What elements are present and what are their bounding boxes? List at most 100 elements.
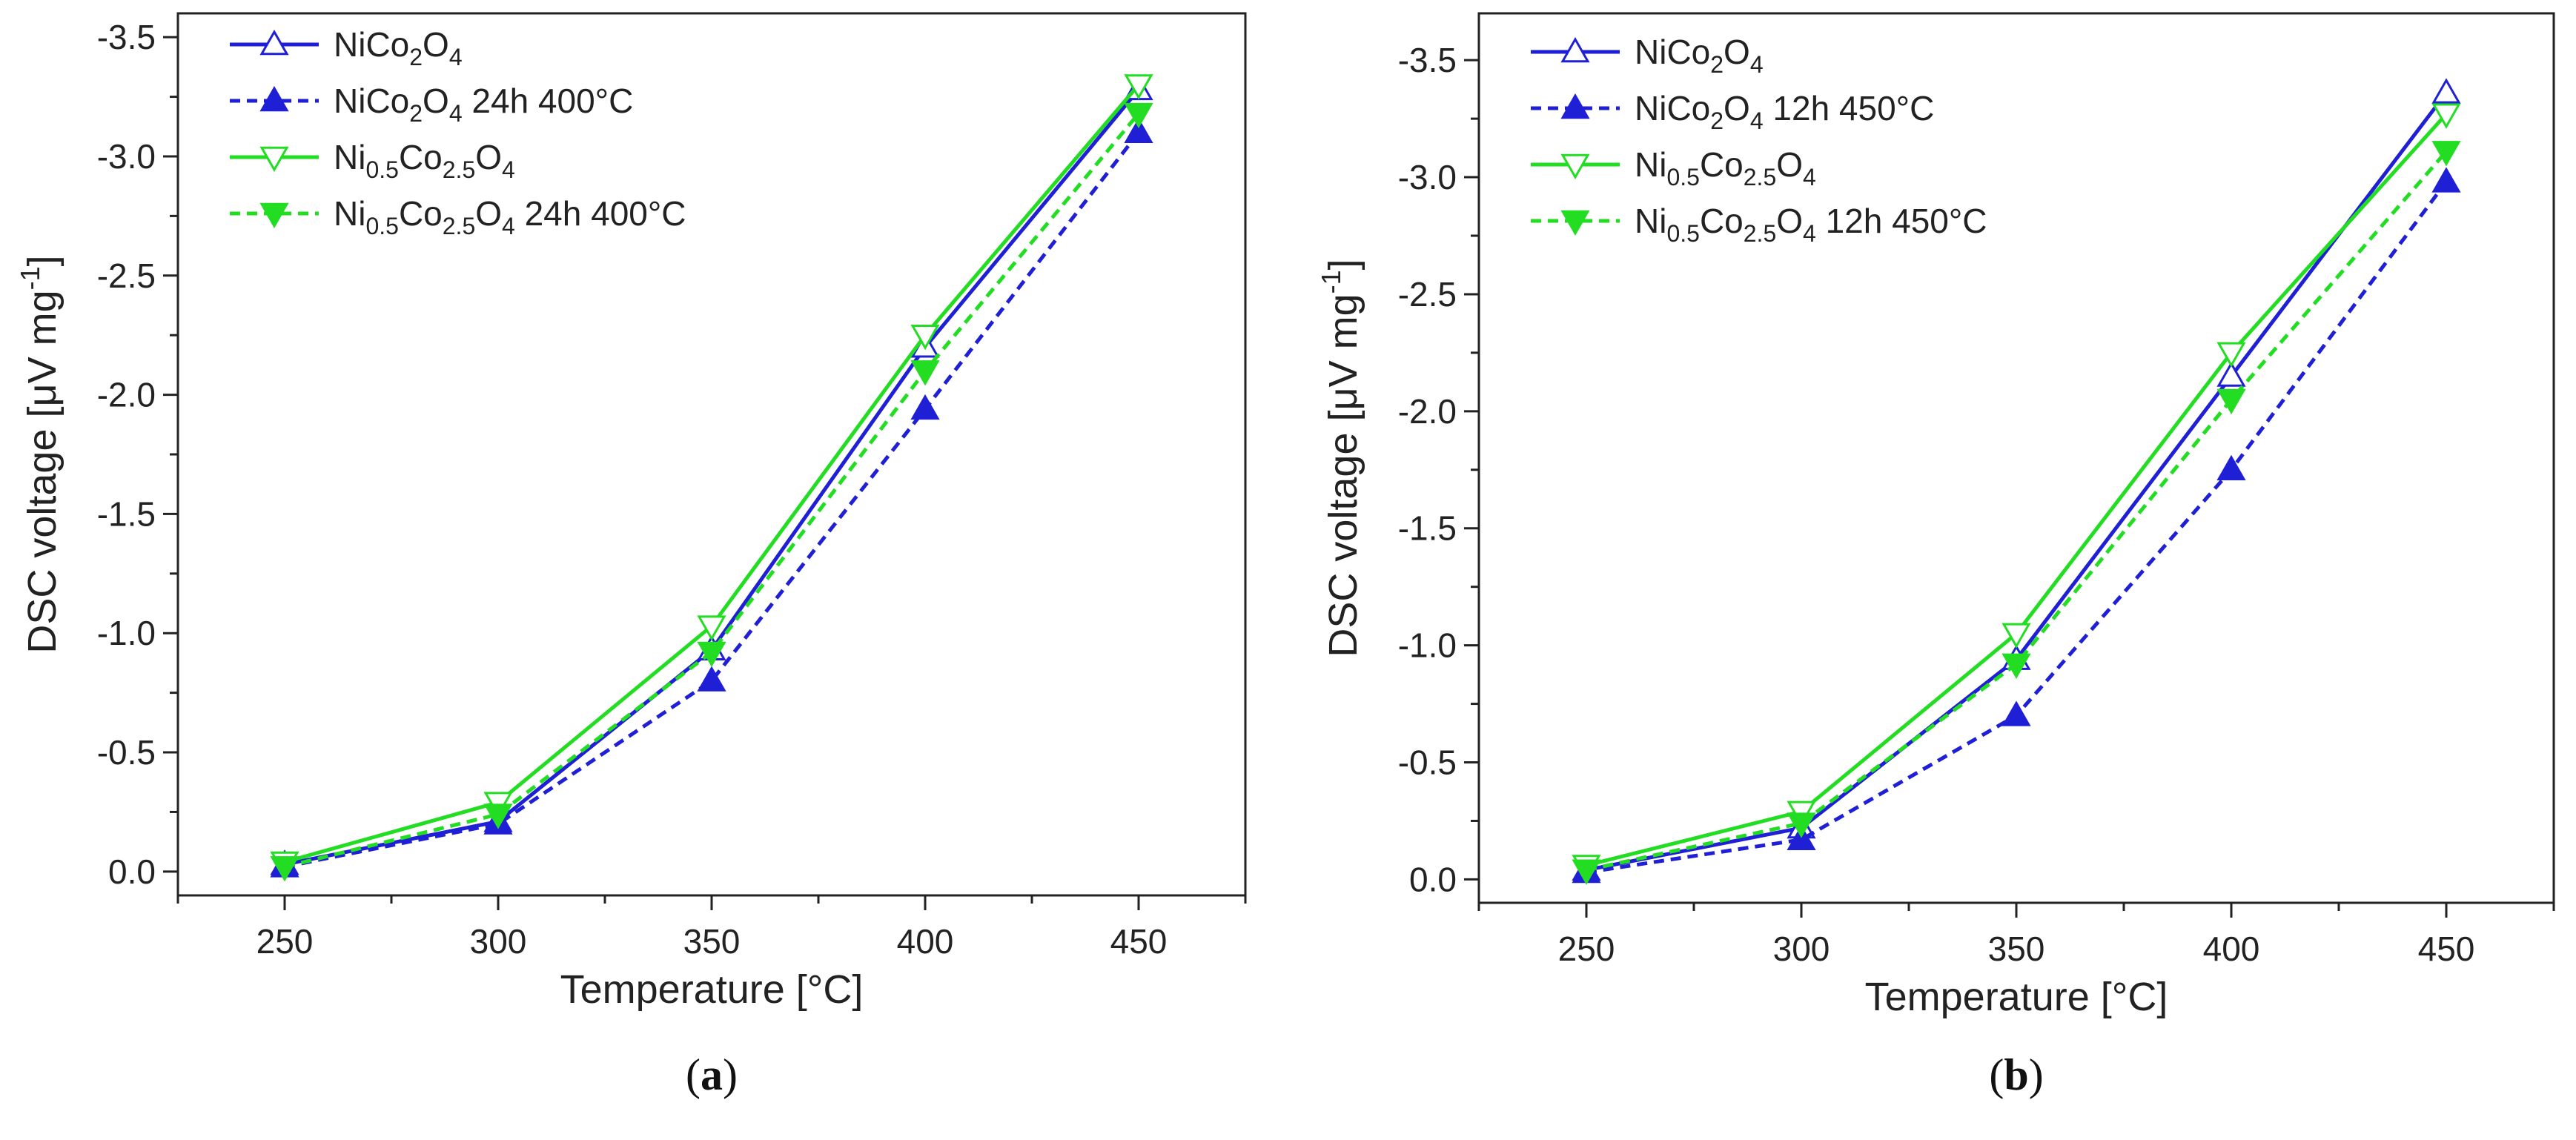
legend-marker (1560, 93, 1590, 119)
y-tick-label: 0.0 (1409, 860, 1457, 898)
legend-text-part: O (1724, 33, 1750, 71)
x-tick-label: 450 (1110, 922, 1168, 961)
y-axis-title: DSC voltage [μV mg-1] (15, 255, 64, 653)
chart-panel-b: 250 300 350 400 450 0.0 -0.5 -1.0 -1.5 -2.0 -2.5 -3… (1316, 12, 2555, 1099)
panel-label-open: ( (686, 1050, 701, 1099)
legend-entry-3: Ni0.5Co2.5O4 (1635, 145, 1816, 190)
legend-text-part: Co (399, 194, 443, 233)
series-line-4 (284, 112, 1140, 869)
y-tick-label: -1.5 (97, 494, 156, 533)
x-axis-title: Temperature [°C] (1865, 975, 2168, 1019)
legend-text-part: O (1776, 202, 1803, 240)
legend-subscript: 4 (1750, 107, 1764, 134)
data-point-s2-p4 (2216, 454, 2246, 481)
y-tick-label: -2.5 (1398, 275, 1457, 314)
x-tick-label: 300 (1773, 929, 1830, 968)
y-tick-label: -2.0 (97, 376, 156, 414)
y-tick-label: -3.5 (97, 18, 156, 56)
legend-text-part: O (475, 194, 502, 233)
legend-text-part: NiCo (334, 82, 409, 120)
x-tick-label: 450 (2418, 929, 2475, 968)
legend-text-part: NiCo (1635, 33, 1710, 71)
data-point-s2-p5 (2431, 167, 2461, 193)
legend-subscript: 4 (1750, 51, 1764, 78)
y-axis-title-sup: -1 (1316, 270, 1346, 294)
legend-entry-3: Ni0.5Co2.5O4 (334, 138, 515, 183)
legend-entry-4: Ni0.5Co2.5O4 24h 400°C (334, 194, 686, 239)
legend-subscript: 0.5 (1666, 164, 1699, 190)
data-point-s3-p4 (910, 324, 940, 351)
data-point-s2-p4 (910, 394, 940, 420)
legend-text-part: Ni (1635, 145, 1666, 184)
legend-marker (1560, 210, 1590, 236)
legend-entry-2: NiCo2O4 24h 400°C (334, 82, 633, 127)
legend-text-part: O (423, 25, 449, 64)
y-tick-label: -1.0 (97, 614, 156, 652)
legend-text-part: Ni (334, 138, 365, 176)
legend-subscript: 4 (502, 213, 515, 239)
legend-text-part: Co (1700, 145, 1744, 184)
y-tick-label: -1.5 (1398, 509, 1457, 548)
panel-label: (a) (686, 1050, 738, 1099)
data-point-s2-p3 (697, 666, 726, 692)
data-point-s2-p5 (1124, 117, 1153, 144)
legend-subscript: 0.5 (1666, 220, 1699, 247)
legend-subscript: 4 (449, 100, 463, 127)
y-tick-label: -3.5 (1398, 41, 1457, 79)
legend-marker (1560, 36, 1590, 63)
legend-text-part: NiCo (1635, 89, 1710, 127)
legend-subscript: 4 (502, 156, 515, 183)
data-point-s4-p2 (1787, 812, 1816, 838)
y-axis-title-main: DSC voltage [μV mg (20, 290, 64, 653)
legend-suffix: 12h 450°C (1816, 202, 1987, 240)
legend-subscript: 0.5 (365, 156, 398, 183)
panel-label-close: ) (723, 1050, 738, 1099)
x-tick-label: 400 (2203, 929, 2260, 968)
y-tick-label: -0.5 (1398, 743, 1457, 782)
data-point-s1-p5 (2431, 78, 2461, 104)
x-tick-label: 250 (256, 922, 314, 961)
legend-subscript: 2 (1710, 51, 1724, 78)
data-point-s4-p3 (2001, 653, 2031, 679)
legend-marker (1560, 153, 1590, 180)
panel-label-close: ) (2029, 1050, 2044, 1099)
legend-subscript: 2 (409, 100, 423, 127)
legend-subscript: 2 (409, 44, 423, 70)
legend-text-part: NiCo (334, 25, 409, 64)
data-point-s4-p5 (2431, 141, 2461, 167)
panel-label-open: ( (1989, 1050, 2004, 1099)
legend-suffix: 24h 400°C (463, 82, 634, 120)
legend-text-part: Co (1700, 202, 1744, 240)
x-tick-label: 250 (1558, 929, 1615, 968)
x-axis-title: Temperature [°C] (560, 967, 864, 1012)
x-tick-label: 300 (470, 922, 527, 961)
x-tick-label: 350 (683, 922, 741, 961)
legend-text-part: O (1724, 89, 1750, 127)
legend-subscript: 2.5 (443, 156, 475, 183)
data-point-s4-p4 (2216, 388, 2246, 415)
y-tick-label: -3.0 (1398, 158, 1457, 196)
legend-text-part: O (1776, 145, 1803, 184)
chart-panel-a: 250 300 350 400 450 0.0 -0.5 -1.0 -1.5 -2.0 -2.5 -3… (15, 12, 1247, 1099)
panel-label: (b) (1989, 1050, 2043, 1099)
data-point-s4-p3 (697, 641, 726, 667)
y-tick-label: -2.5 (97, 256, 156, 295)
x-tick-label: 400 (897, 922, 954, 961)
legend-marker (259, 85, 289, 112)
legend-subscript: 2.5 (1744, 220, 1776, 247)
legend-text-part: Co (399, 138, 443, 176)
data-point-s4-p4 (910, 360, 940, 386)
legend-entry-1: NiCo2O4 (1635, 33, 1764, 78)
y-axis-title-end: ] (20, 255, 64, 266)
legend-marker (259, 146, 289, 173)
y-axis-title: DSC voltage [μV mg-1] (1316, 259, 1365, 657)
data-point-s4-p2 (483, 803, 513, 829)
y-tick-label: 0.0 (108, 852, 156, 891)
legend-suffix: 12h 450°C (1764, 89, 1935, 127)
legend-subscript: 4 (1803, 164, 1816, 190)
y-tick-label: -0.5 (97, 733, 156, 772)
